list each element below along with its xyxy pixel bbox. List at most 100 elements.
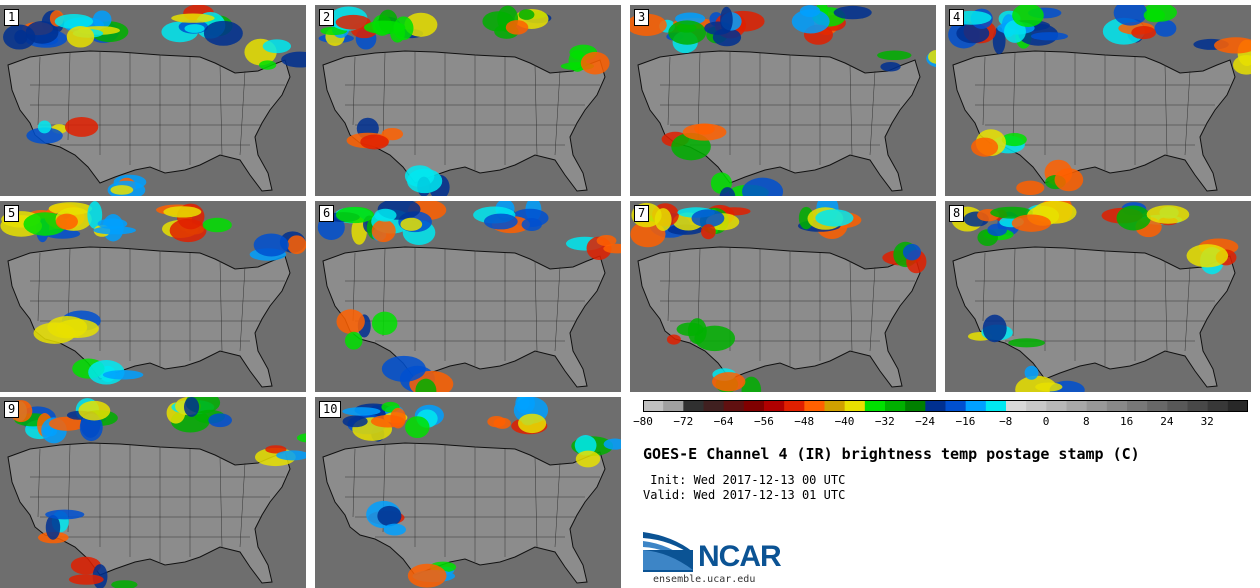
cloud-patch (799, 5, 821, 18)
panel-number: 6 (319, 205, 335, 222)
ncar-logo-icon (643, 532, 693, 572)
cloud-patch (48, 416, 86, 431)
cloud-patch (66, 25, 95, 48)
cloud-patch (666, 334, 681, 345)
colorbar-tick-label: −64 (713, 415, 734, 428)
cloud-patch (342, 415, 368, 428)
cloud-patch (383, 523, 406, 536)
cloud-patch (580, 51, 610, 75)
colorbar-swatch (985, 400, 1007, 412)
map-panel: 7 (630, 201, 936, 392)
state-border (534, 456, 538, 548)
cloud-patch (208, 413, 232, 428)
cloud-patch (630, 221, 666, 248)
cloud-patch (344, 331, 363, 350)
colorbar-tick-label: −8 (999, 415, 1013, 428)
cloud-patch (596, 235, 617, 247)
us-outline (7, 246, 291, 388)
cloud-patch (26, 127, 63, 144)
cloud-patch (1154, 19, 1177, 37)
colorbar-swatch (663, 400, 684, 412)
us-outline (7, 442, 291, 584)
cloud-patch (521, 218, 542, 231)
init-time: Init: Wed 2017-12-13 00 UTC (643, 473, 846, 487)
colorbar-swatch (743, 400, 765, 412)
cloud-patch (171, 13, 215, 23)
cloud-patch (45, 515, 61, 540)
colorbar-swatch (1006, 400, 1027, 412)
state-border (382, 52, 386, 141)
colorbar-tick-label: −48 (794, 415, 815, 428)
cloud-patch (1016, 180, 1045, 196)
map-panel: 10 (315, 397, 621, 588)
cloud-patch (407, 563, 447, 588)
colorbar (643, 400, 1248, 412)
map-panel: 1 (0, 5, 306, 196)
cloud-patch (992, 26, 1006, 55)
panel-number: 2 (319, 9, 335, 26)
colorbar-swatch (1046, 400, 1067, 412)
colorbar-swatch (723, 400, 745, 412)
cloud-patch (163, 206, 202, 218)
cloud-patch (575, 450, 601, 468)
cloud-patch (700, 224, 716, 240)
cloud-patch (374, 208, 397, 222)
cloud-patch (712, 372, 746, 392)
cloud-patch (1035, 382, 1063, 392)
satellite-map (945, 201, 1251, 392)
cloud-patch (405, 416, 430, 439)
panel-number: 7 (634, 205, 650, 222)
colorbar-swatch (905, 400, 926, 412)
cloud-patch (377, 505, 402, 527)
colorbar-swatch (885, 400, 906, 412)
colorbar-tick-label: 32 (1200, 415, 1214, 428)
satellite-map (0, 201, 306, 392)
cloud-patch (971, 137, 999, 157)
colorbar-swatch (804, 400, 825, 412)
colorbar-tick-label: 16 (1119, 415, 1134, 428)
cloud-patch (335, 14, 371, 30)
us-outline (952, 246, 1236, 388)
cloud-patch (381, 355, 426, 382)
state-border (849, 64, 853, 156)
valid-time: Valid: Wed 2017-12-13 01 UTC (643, 488, 846, 502)
satellite-map (630, 5, 936, 196)
satellite-map (0, 5, 306, 196)
colorbar-swatch (643, 400, 664, 412)
cloud-patch (370, 414, 405, 428)
colorbar-tick-label: 0 (1042, 415, 1050, 428)
cloud-patch (45, 509, 85, 520)
cloud-patch (1131, 25, 1157, 40)
logo-url: ensemble.ucar.edu (653, 574, 756, 585)
panel-number: 5 (4, 205, 20, 222)
cloud-patch (102, 370, 144, 380)
colorbar-swatch (784, 400, 805, 412)
colorbar-swatch (1227, 400, 1248, 412)
map-panel: 6 (315, 201, 621, 392)
cloud-patch (33, 322, 76, 344)
colorbar-swatch (844, 400, 866, 412)
cloud-patch (603, 438, 621, 450)
cloud-patch (574, 435, 597, 456)
cloud-patch (64, 116, 99, 137)
cloud-patch (393, 16, 414, 41)
colorbar-tick-label: −16 (955, 415, 976, 428)
cloud-patch (415, 378, 437, 392)
cloud-patch (654, 208, 672, 231)
cloud-patch (880, 62, 901, 72)
cloud-patch (70, 556, 101, 575)
cloud-patch (262, 39, 292, 54)
colorbar-tick-label: −56 (753, 415, 774, 428)
state-border (352, 448, 356, 518)
cloud-patch (336, 309, 365, 334)
colorbar-swatch (1167, 400, 1188, 412)
cloud-patch (183, 397, 200, 417)
cloud-patch (518, 413, 547, 434)
colorbar-swatch (764, 400, 785, 412)
cloud-patch (719, 187, 736, 196)
cloud-patch (1012, 5, 1044, 28)
cloud-patch (296, 433, 306, 443)
cloud-patch (694, 325, 736, 352)
colorbar-swatch (864, 400, 886, 412)
us-outline (637, 246, 921, 388)
